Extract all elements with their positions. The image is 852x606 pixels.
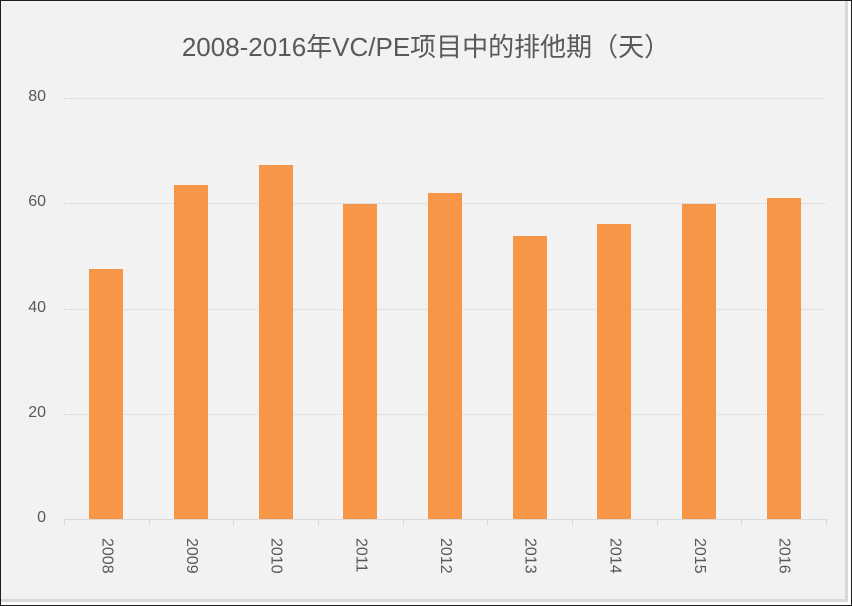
x-tick-label: 2012 [437, 538, 454, 574]
bar-2009[interactable] [174, 184, 208, 519]
bar-2016[interactable] [766, 197, 801, 519]
bar-2014[interactable] [597, 223, 632, 519]
bar-2010[interactable] [258, 164, 293, 519]
x-tick-mark [318, 519, 319, 526]
x-axis-line [64, 519, 826, 520]
x-tick-mark [64, 519, 65, 526]
x-tick-label: 2011 [352, 538, 370, 573]
x-tick-mark [741, 519, 743, 526]
x-tick-mark [572, 519, 573, 526]
x-tick-mark [148, 519, 150, 526]
y-tick-label: 80 [28, 88, 46, 105]
chart-title: 2008-2016年VC/PE项目中的排他期（天） [181, 32, 671, 62]
bar-2012[interactable] [428, 192, 462, 519]
x-tick-label: 2016 [775, 538, 793, 574]
x-tick-label: 2014 [606, 538, 624, 574]
x-tick-mark [402, 519, 404, 526]
bar-2013[interactable] [512, 235, 547, 519]
x-tick-mark [233, 519, 235, 526]
x-tick-mark [826, 519, 827, 526]
bar-2015[interactable] [682, 203, 716, 519]
bar-2011[interactable] [343, 203, 378, 519]
y-tick-label: 20 [28, 403, 46, 421]
y-tick-label: 40 [28, 298, 46, 316]
x-tick-label: 2008 [98, 538, 116, 574]
bar-2008[interactable] [89, 269, 124, 519]
x-tick-label: 2013 [521, 538, 539, 574]
x-tick-mark [487, 519, 489, 526]
x-tick-label: 2009 [183, 538, 200, 574]
x-tick-label: 2015 [691, 538, 708, 574]
x-tick-label: 2010 [267, 538, 285, 574]
y-tick-label: 0 [37, 509, 46, 526]
gridline [64, 98, 826, 99]
y-tick-label: 60 [28, 193, 46, 211]
x-tick-mark [656, 519, 658, 526]
